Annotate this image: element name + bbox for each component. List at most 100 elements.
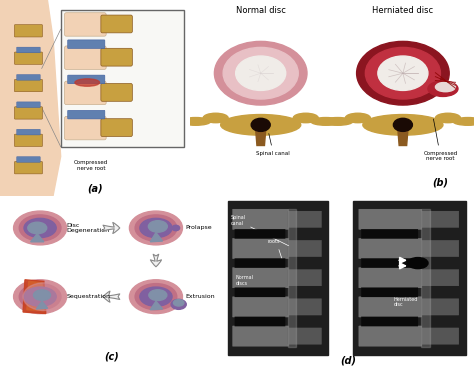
FancyBboxPatch shape — [64, 46, 106, 69]
Text: Nerve
roots: Nerve roots — [268, 234, 283, 260]
FancyBboxPatch shape — [235, 287, 285, 297]
Circle shape — [356, 41, 449, 105]
Ellipse shape — [24, 218, 56, 238]
Circle shape — [393, 118, 412, 131]
FancyBboxPatch shape — [14, 52, 43, 64]
FancyBboxPatch shape — [233, 326, 288, 346]
FancyBboxPatch shape — [359, 238, 421, 259]
FancyBboxPatch shape — [359, 326, 421, 346]
FancyBboxPatch shape — [14, 25, 43, 37]
Circle shape — [223, 47, 298, 99]
FancyBboxPatch shape — [359, 268, 421, 288]
FancyBboxPatch shape — [361, 258, 418, 268]
Text: Prolapse: Prolapse — [185, 225, 211, 231]
FancyBboxPatch shape — [235, 229, 285, 239]
FancyBboxPatch shape — [421, 328, 459, 344]
Ellipse shape — [129, 280, 182, 314]
FancyBboxPatch shape — [101, 83, 132, 101]
Text: Compressed
nerve root: Compressed nerve root — [74, 161, 108, 171]
FancyBboxPatch shape — [235, 258, 285, 268]
Text: (a): (a) — [87, 184, 102, 194]
FancyBboxPatch shape — [288, 269, 321, 286]
Ellipse shape — [181, 118, 210, 125]
FancyBboxPatch shape — [17, 157, 40, 162]
FancyBboxPatch shape — [68, 110, 105, 119]
Circle shape — [236, 56, 286, 90]
Ellipse shape — [19, 215, 61, 241]
FancyBboxPatch shape — [17, 75, 40, 80]
Polygon shape — [27, 281, 44, 310]
Bar — [354, 201, 466, 355]
Text: Herniated disc: Herniated disc — [373, 6, 433, 15]
Ellipse shape — [221, 114, 301, 135]
FancyBboxPatch shape — [101, 119, 132, 137]
Text: Spinal canal: Spinal canal — [256, 134, 290, 156]
FancyBboxPatch shape — [233, 268, 288, 288]
Bar — [288, 208, 296, 347]
Ellipse shape — [23, 283, 65, 310]
FancyBboxPatch shape — [288, 240, 321, 257]
Circle shape — [365, 47, 440, 99]
FancyBboxPatch shape — [64, 13, 106, 36]
Ellipse shape — [14, 280, 67, 314]
Ellipse shape — [24, 287, 56, 306]
Bar — [228, 201, 328, 355]
FancyBboxPatch shape — [14, 134, 43, 146]
Ellipse shape — [135, 284, 177, 310]
FancyBboxPatch shape — [288, 328, 321, 344]
Ellipse shape — [346, 113, 370, 123]
Polygon shape — [31, 234, 44, 242]
Ellipse shape — [140, 218, 172, 238]
Circle shape — [214, 41, 307, 105]
FancyBboxPatch shape — [101, 15, 132, 33]
Ellipse shape — [453, 118, 474, 125]
Ellipse shape — [140, 287, 172, 306]
Circle shape — [251, 118, 270, 131]
Ellipse shape — [293, 113, 318, 123]
Ellipse shape — [173, 300, 184, 306]
Ellipse shape — [172, 225, 180, 231]
Ellipse shape — [203, 113, 228, 123]
Ellipse shape — [149, 290, 167, 300]
Text: Compressed
nerve root: Compressed nerve root — [423, 119, 457, 162]
Ellipse shape — [135, 215, 177, 241]
FancyBboxPatch shape — [17, 129, 40, 135]
Text: Disc
Degeneration: Disc Degeneration — [67, 223, 110, 233]
Text: Normal disc: Normal disc — [236, 6, 286, 15]
Text: Herniated
disc: Herniated disc — [393, 293, 418, 307]
Text: Sequestration: Sequestration — [67, 294, 111, 299]
FancyBboxPatch shape — [14, 79, 43, 92]
Polygon shape — [36, 301, 48, 309]
Polygon shape — [150, 232, 163, 242]
FancyBboxPatch shape — [233, 297, 288, 317]
FancyBboxPatch shape — [288, 299, 321, 315]
FancyBboxPatch shape — [64, 116, 106, 140]
FancyBboxPatch shape — [14, 162, 43, 174]
FancyBboxPatch shape — [421, 299, 459, 315]
FancyBboxPatch shape — [361, 317, 418, 326]
Ellipse shape — [363, 114, 443, 135]
FancyBboxPatch shape — [359, 297, 421, 317]
FancyBboxPatch shape — [421, 269, 459, 286]
Ellipse shape — [75, 79, 100, 86]
Ellipse shape — [14, 211, 67, 245]
Text: (b): (b) — [432, 178, 448, 188]
FancyBboxPatch shape — [361, 229, 418, 239]
Ellipse shape — [428, 81, 458, 96]
Polygon shape — [0, 0, 61, 196]
FancyBboxPatch shape — [68, 40, 105, 48]
FancyBboxPatch shape — [421, 211, 459, 227]
Ellipse shape — [28, 222, 47, 234]
Bar — [421, 208, 430, 347]
FancyBboxPatch shape — [235, 317, 285, 326]
Ellipse shape — [19, 284, 61, 310]
FancyBboxPatch shape — [14, 107, 43, 119]
Polygon shape — [150, 301, 163, 310]
Text: Spinal
canal: Spinal canal — [230, 215, 289, 246]
Ellipse shape — [323, 118, 353, 125]
Text: Herniated
disc: Herniated disc — [128, 79, 186, 90]
Ellipse shape — [311, 118, 341, 125]
FancyBboxPatch shape — [17, 47, 40, 53]
Ellipse shape — [408, 258, 428, 269]
FancyBboxPatch shape — [361, 287, 418, 297]
